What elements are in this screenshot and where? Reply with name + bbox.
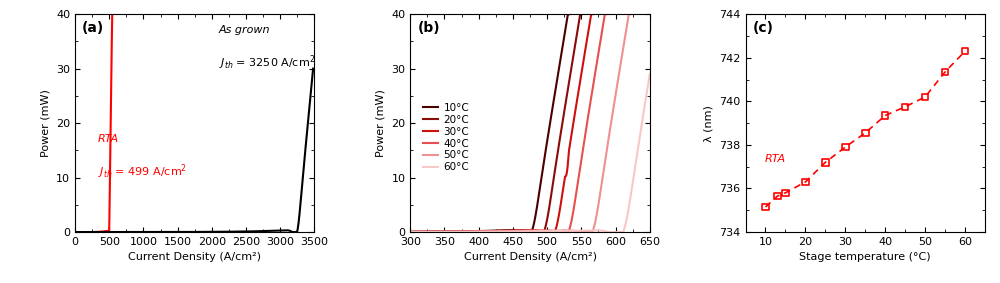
- 10°C: [404, 230, 416, 233]
- 20°C: [527, 230, 539, 234]
- 60°C: [602, 230, 614, 234]
- 40°C: [595, 36, 607, 39]
- 10°C: [478, 229, 490, 233]
- X-axis label: Current Density (A/cm²): Current Density (A/cm²): [464, 252, 597, 262]
- 50°C: [404, 230, 416, 234]
- 60°C: [417, 230, 429, 234]
- 20°C: [571, 31, 583, 35]
- 60°C: [648, 46, 660, 49]
- 20°C: [576, 12, 588, 16]
- Point: [837, 145, 853, 149]
- 30°C: [404, 230, 416, 233]
- 40°C: [599, 12, 611, 16]
- Line: 10°C: 10°C: [410, 14, 570, 232]
- Line: 30°C: 30°C: [410, 14, 593, 232]
- 20°C: [413, 230, 425, 233]
- Point: [757, 205, 773, 209]
- Point: [937, 70, 953, 74]
- Legend: 10°C, 20°C, 30°C, 40°C, 50°C, 60°C: 10°C, 20°C, 30°C, 40°C, 50°C, 60°C: [423, 103, 469, 172]
- 60°C: [520, 230, 532, 233]
- 30°C: [488, 230, 500, 233]
- Point: [817, 160, 833, 165]
- Line: 50°C: 50°C: [410, 14, 631, 232]
- X-axis label: Current Density (A/cm²): Current Density (A/cm²): [128, 252, 261, 262]
- 40°C: [559, 230, 571, 234]
- 20°C: [571, 32, 583, 35]
- 30°C: [548, 230, 560, 234]
- 50°C: [618, 40, 630, 44]
- Point: [797, 180, 813, 184]
- Point: [857, 131, 873, 135]
- Text: RTA: RTA: [98, 134, 119, 144]
- 40°C: [404, 230, 416, 233]
- 40°C: [495, 230, 507, 233]
- 30°C: [414, 230, 426, 233]
- 50°C: [416, 230, 428, 233]
- 10°C: [530, 212, 542, 215]
- 10°C: [562, 12, 574, 16]
- 40°C: [500, 230, 512, 233]
- Text: (a): (a): [82, 21, 104, 35]
- 10°C: [559, 30, 571, 33]
- 40°C: [550, 230, 562, 234]
- 60°C: [648, 45, 660, 49]
- 50°C: [578, 230, 590, 234]
- 60°C: [526, 230, 538, 233]
- Text: (b): (b): [417, 21, 440, 35]
- Point: [917, 95, 933, 99]
- 30°C: [587, 12, 599, 16]
- Point: [957, 49, 973, 53]
- Text: $J_{th}$ = 499 A/cm$^2$: $J_{th}$ = 499 A/cm$^2$: [98, 162, 187, 181]
- 20°C: [574, 12, 586, 16]
- 10°C: [515, 230, 527, 234]
- 10°C: [482, 229, 494, 233]
- Text: As grown: As grown: [219, 25, 270, 35]
- 30°C: [582, 33, 594, 37]
- Point: [769, 194, 785, 198]
- Text: $J_{th}$ = 3250 A/cm$^2$: $J_{th}$ = 3250 A/cm$^2$: [219, 53, 315, 72]
- 50°C: [623, 12, 635, 16]
- 60°C: [602, 230, 614, 234]
- 50°C: [573, 230, 585, 234]
- Line: 40°C: 40°C: [410, 14, 607, 232]
- 40°C: [595, 36, 607, 40]
- 10°C: [412, 230, 424, 233]
- 60°C: [654, 12, 666, 16]
- 10°C: [559, 29, 571, 33]
- 30°C: [493, 229, 505, 233]
- Y-axis label: Power (mW): Power (mW): [40, 89, 50, 157]
- Line: 20°C: 20°C: [410, 14, 582, 232]
- 50°C: [511, 230, 523, 233]
- Y-axis label: Power (mW): Power (mW): [376, 89, 386, 157]
- Point: [897, 104, 913, 109]
- 50°C: [625, 12, 637, 16]
- 20°C: [404, 230, 416, 233]
- 10°C: [564, 12, 576, 16]
- 30°C: [537, 230, 549, 234]
- Text: (c): (c): [753, 21, 774, 35]
- 60°C: [404, 230, 416, 234]
- 30°C: [585, 12, 597, 16]
- Point: [777, 190, 793, 195]
- 20°C: [488, 229, 500, 233]
- Line: 60°C: 60°C: [410, 14, 661, 232]
- X-axis label: Stage temperature (°C): Stage temperature (°C): [799, 252, 931, 262]
- 60°C: [655, 12, 667, 16]
- 40°C: [601, 12, 613, 16]
- 20°C: [540, 225, 552, 228]
- 50°C: [618, 40, 630, 43]
- Text: RTA: RTA: [765, 154, 786, 164]
- Y-axis label: λ (nm): λ (nm): [704, 105, 714, 142]
- Point: [877, 113, 893, 118]
- 40°C: [414, 230, 426, 233]
- 30°C: [582, 34, 594, 37]
- 50°C: [506, 230, 518, 233]
- 20°C: [483, 229, 495, 233]
